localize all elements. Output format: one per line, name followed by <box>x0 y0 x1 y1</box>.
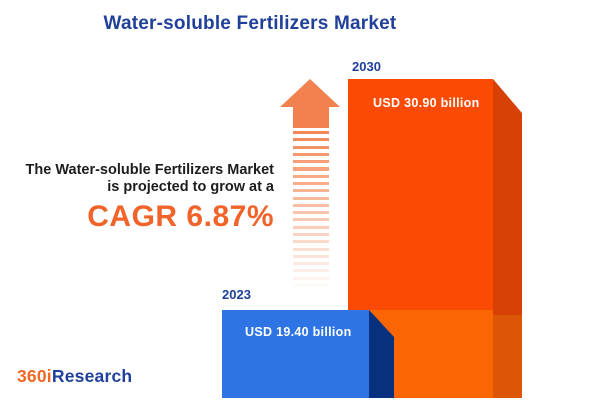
growth-statement: The Water-soluble Fertilizers Market is … <box>0 162 274 233</box>
logo-360iresearch: 360iResearch <box>17 366 132 387</box>
arrow-dash <box>293 167 329 171</box>
arrow-dash <box>293 225 329 229</box>
arrow-dash <box>293 254 329 258</box>
logo-part-360i: 360i <box>17 366 52 386</box>
arrow-dash <box>293 174 329 178</box>
growth-arrow-dashes <box>293 131 329 291</box>
cagr-value: CAGR 6.87% <box>87 200 274 233</box>
page-title: Water-soluble Fertilizers Market <box>103 13 397 34</box>
bar-2023-front <box>222 310 369 398</box>
arrow-dash <box>293 181 329 186</box>
arrow-dash <box>293 240 329 244</box>
arrow-dash <box>293 247 329 251</box>
arrow-dash <box>293 232 329 237</box>
statement-line-2: is projected to grow at a <box>107 179 274 195</box>
arrow-dash <box>293 269 329 273</box>
arrow-dash <box>293 152 329 156</box>
growth-arrow-neck <box>293 105 329 128</box>
bar-2023: USD 19.40 billion <box>222 310 394 398</box>
statement-line-1: The Water-soluble Fertilizers Market <box>25 162 274 178</box>
arrow-dash <box>293 262 329 266</box>
growth-up-arrow-icon <box>280 79 340 107</box>
arrow-dash <box>293 131 329 135</box>
bar-year-label-2023: 2023 <box>222 287 251 302</box>
arrow-dash <box>293 189 329 193</box>
logo-part-research: Research <box>51 366 133 386</box>
bar-2030-front-growth-segment <box>348 79 493 310</box>
bar-2030-value-label: USD 30.90 billion <box>373 96 480 110</box>
arrow-dash <box>293 283 329 287</box>
bar-2030-3d-side <box>493 79 522 398</box>
arrow-dash <box>293 218 329 222</box>
arrow-dash <box>293 211 329 215</box>
arrow-dash <box>293 145 329 149</box>
arrow-dash <box>293 160 329 164</box>
bar-2030: USD 30.90 billion <box>348 79 522 398</box>
bar-2023-value-label: USD 19.40 billion <box>245 325 352 339</box>
arrow-dash <box>293 203 329 207</box>
arrow-dash <box>293 138 329 142</box>
bar-2023-3d-side <box>369 310 394 398</box>
arrow-dash <box>293 196 329 200</box>
arrow-dash <box>293 276 329 280</box>
bar-year-label-2030: 2030 <box>352 59 381 74</box>
